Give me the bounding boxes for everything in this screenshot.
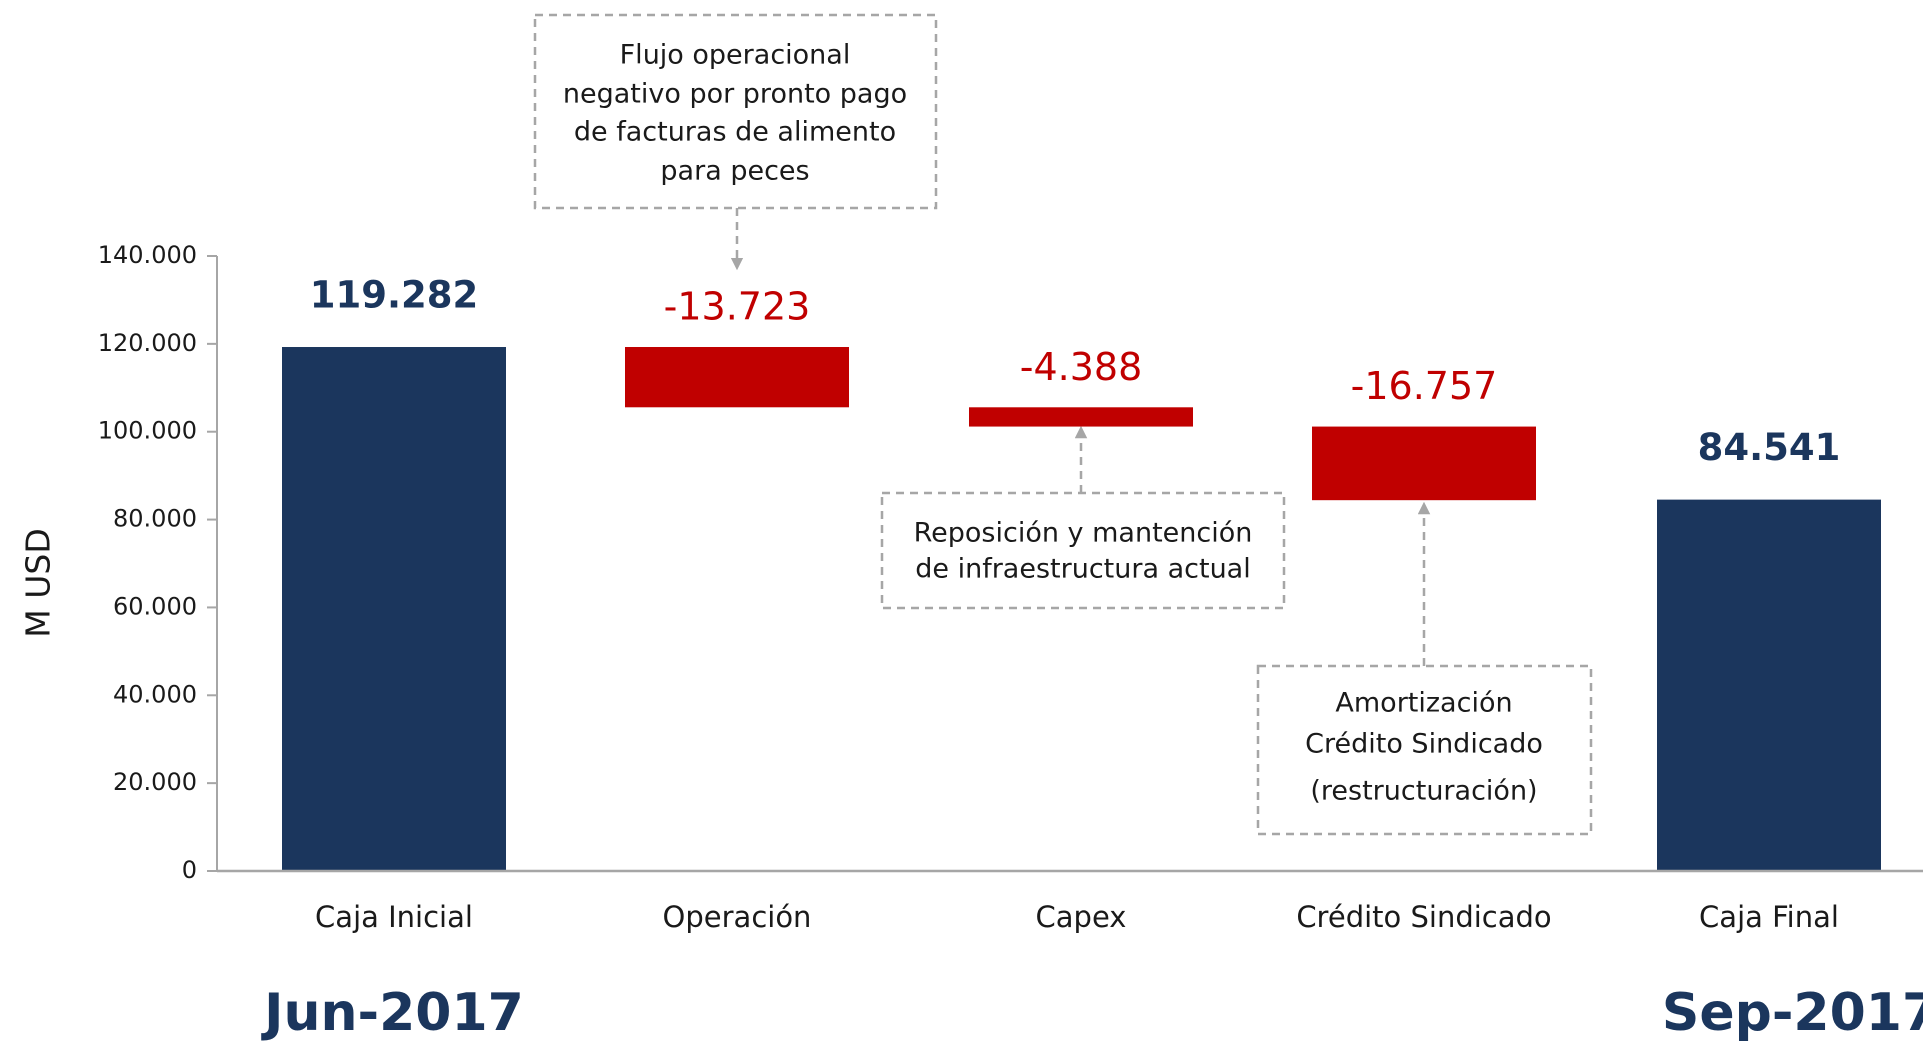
y-tick-label: 20.000 xyxy=(113,768,197,796)
annotation-box xyxy=(533,13,938,210)
decrease-bar xyxy=(969,407,1193,427)
decrease-bar xyxy=(625,347,849,408)
total-bar xyxy=(1657,499,1881,871)
annotation-text: de infraestructura actual xyxy=(915,554,1250,585)
annotation-text: para peces xyxy=(660,156,809,187)
y-tick-label: 120.000 xyxy=(98,329,197,357)
annotation-text: Reposición y mantención xyxy=(914,518,1253,549)
value-label: 84.541 xyxy=(1698,426,1841,469)
y-tick-label: 0 xyxy=(182,856,197,884)
annotation-text: (restructuración) xyxy=(1310,776,1537,807)
value-label: 119.282 xyxy=(310,274,479,317)
x-tick-label: Capex xyxy=(1036,900,1127,934)
annotation-box xyxy=(1256,664,1593,836)
annotation-text: de facturas de alimento xyxy=(574,117,896,148)
y-tick-label: 60.000 xyxy=(113,592,197,620)
y-tick-label: 140.000 xyxy=(98,241,197,269)
annotation-text: Amortización xyxy=(1335,688,1512,719)
annotation: Flujo operacional negativo por pronto pa… xyxy=(533,13,938,271)
annotation: Reposición y mantención de infraestructu… xyxy=(880,425,1286,610)
annotation-box xyxy=(880,491,1286,610)
value-label: -4.388 xyxy=(1020,345,1143,389)
value-label: -16.757 xyxy=(1351,364,1498,408)
annotation-text: negativo por pronto pago xyxy=(563,79,907,110)
y-tick-label: 100.000 xyxy=(98,417,197,445)
value-label: -13.723 xyxy=(664,285,811,329)
y-tick-label: 80.000 xyxy=(113,505,197,533)
annotation-text: Crédito Sindicado xyxy=(1305,729,1543,760)
period-label: Jun-2017 xyxy=(261,983,524,1043)
x-tick-label: Operación xyxy=(663,900,812,934)
annotation-text: Flujo operacional xyxy=(620,40,851,71)
decrease-bar xyxy=(1312,426,1536,501)
period-label: Sep-2017 xyxy=(1662,983,1923,1043)
total-bar xyxy=(282,347,506,871)
y-axis-label: M USD xyxy=(19,528,58,637)
y-tick-label: 40.000 xyxy=(113,680,197,708)
annotation: Amortización Crédito Sindicado (restruct… xyxy=(1256,501,1593,836)
x-tick-label: Caja Final xyxy=(1699,900,1839,934)
x-tick-label: Caja Inicial xyxy=(315,900,473,934)
x-tick-label: Crédito Sindicado xyxy=(1296,900,1551,934)
